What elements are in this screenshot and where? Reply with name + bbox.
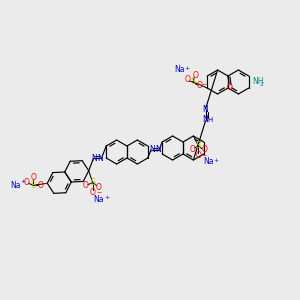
- Text: N: N: [98, 154, 103, 163]
- Text: O: O: [90, 188, 96, 197]
- Text: −: −: [43, 181, 48, 186]
- Text: S: S: [196, 142, 201, 151]
- Text: −: −: [96, 189, 101, 194]
- Text: +: +: [184, 65, 190, 70]
- Text: O: O: [30, 173, 36, 182]
- Text: 2: 2: [260, 82, 264, 86]
- Text: O: O: [190, 145, 195, 154]
- Text: Na: Na: [93, 195, 104, 204]
- Text: −: −: [202, 152, 207, 158]
- Text: H: H: [208, 117, 213, 123]
- Text: Na: Na: [10, 181, 21, 190]
- Text: O: O: [227, 83, 233, 92]
- Text: S: S: [31, 181, 36, 190]
- Text: O: O: [192, 70, 198, 80]
- Text: +: +: [214, 158, 219, 163]
- Text: O: O: [184, 76, 190, 85]
- Text: O: O: [23, 178, 29, 187]
- Text: +: +: [21, 179, 26, 184]
- Text: N: N: [155, 146, 161, 154]
- Text: O: O: [83, 181, 88, 190]
- Text: N: N: [202, 106, 208, 115]
- Text: O: O: [196, 152, 201, 160]
- Text: O: O: [96, 183, 102, 192]
- Text: O: O: [196, 82, 202, 91]
- Text: +: +: [104, 195, 109, 200]
- Text: N: N: [149, 146, 155, 154]
- Text: Na: Na: [174, 65, 184, 74]
- Text: O: O: [202, 146, 207, 154]
- Text: −: −: [202, 82, 207, 86]
- Text: S: S: [190, 77, 196, 86]
- Text: O: O: [38, 181, 43, 190]
- Text: N: N: [202, 116, 208, 124]
- Text: Na: Na: [203, 158, 214, 166]
- Text: N: N: [92, 154, 97, 163]
- Text: S: S: [90, 178, 95, 187]
- Text: NH: NH: [252, 77, 263, 86]
